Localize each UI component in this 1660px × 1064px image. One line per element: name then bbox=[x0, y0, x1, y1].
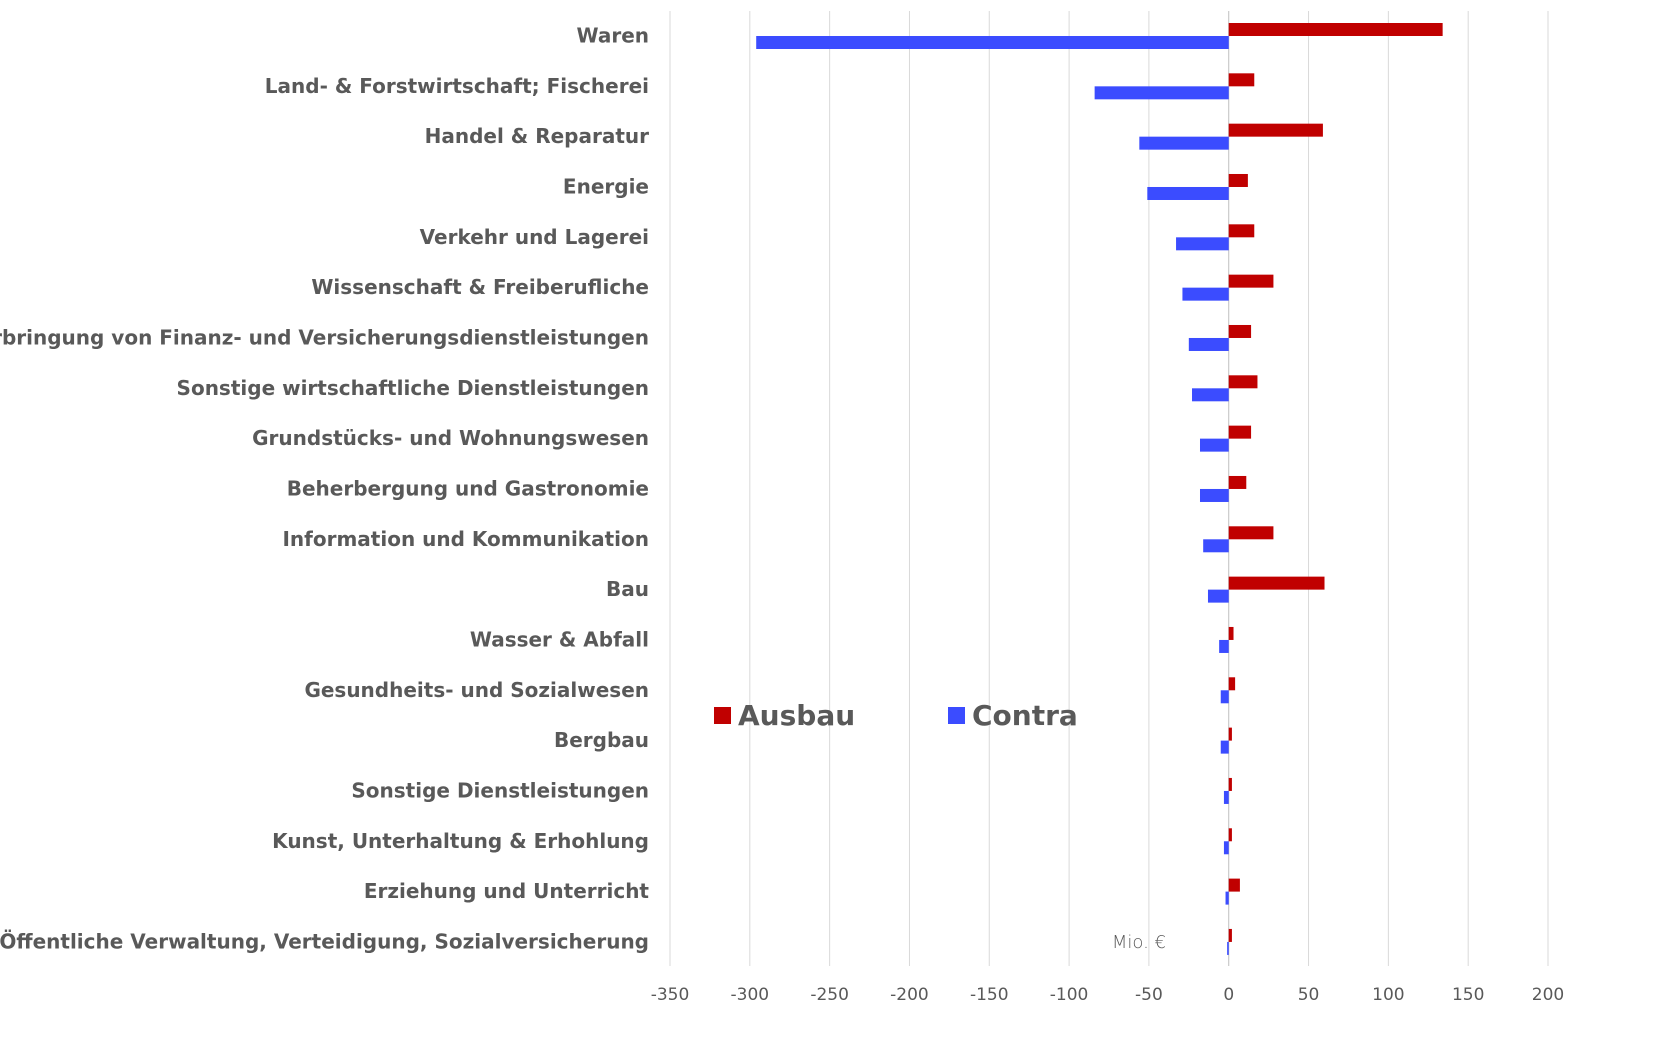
x-tick-label: 0 bbox=[1223, 985, 1234, 1005]
category-label: Bergbau bbox=[554, 728, 649, 752]
bar bbox=[1228, 173, 1248, 187]
bar bbox=[1147, 186, 1229, 200]
bar bbox=[1228, 626, 1234, 640]
x-tick-label: 50 bbox=[1298, 985, 1320, 1005]
legend-label: Ausbau bbox=[738, 699, 855, 732]
bar bbox=[1228, 828, 1232, 842]
category-label: Erziehung und Unterricht bbox=[364, 879, 650, 903]
bar bbox=[1223, 790, 1229, 804]
bar bbox=[1228, 123, 1323, 137]
bar bbox=[756, 36, 1229, 49]
bar bbox=[1228, 274, 1274, 288]
x-tick-label: -250 bbox=[810, 985, 849, 1005]
x-tick-label: -100 bbox=[1050, 985, 1089, 1005]
bar bbox=[1176, 237, 1229, 251]
bar bbox=[1220, 690, 1229, 704]
x-tick-label: 100 bbox=[1372, 985, 1404, 1005]
category-label: Gesundheits- und Sozialwesen bbox=[304, 678, 649, 702]
x-tick-label: 200 bbox=[1532, 985, 1564, 1005]
category-label: Öffentliche Verwaltung, Verteidigung, So… bbox=[0, 929, 649, 953]
bar bbox=[1199, 488, 1229, 502]
bar bbox=[1219, 639, 1229, 653]
legend-label: Contra bbox=[972, 699, 1078, 732]
bar bbox=[1228, 475, 1247, 489]
bar bbox=[1228, 73, 1255, 87]
category-label: Land- & Forstwirtschaft; Fischerei bbox=[265, 74, 649, 98]
legend-swatch bbox=[714, 707, 731, 724]
bar bbox=[1220, 740, 1229, 754]
category-label: Verkehr und Lagerei bbox=[420, 225, 649, 249]
bar bbox=[1228, 777, 1232, 791]
category-label: Bau bbox=[606, 577, 649, 601]
legend-swatch bbox=[948, 707, 965, 724]
category-label: Sonstige wirtschaftliche Dienstleistunge… bbox=[177, 376, 649, 400]
category-label: Handel & Reparatur bbox=[425, 124, 650, 148]
category-label: Information und Kommunikation bbox=[282, 527, 649, 551]
bar bbox=[1228, 878, 1240, 892]
bar bbox=[1228, 23, 1443, 36]
x-tick-label: 150 bbox=[1452, 985, 1484, 1005]
category-label: Erbringung von Finanz- und Versicherungs… bbox=[0, 325, 649, 349]
x-tick-label: -50 bbox=[1135, 985, 1163, 1005]
category-label: Beherbergung und Gastronomie bbox=[287, 476, 649, 500]
bar bbox=[1182, 287, 1229, 301]
category-label: Sonstige Dienstleistungen bbox=[351, 778, 649, 802]
bar bbox=[1094, 86, 1229, 100]
bar bbox=[1228, 375, 1258, 389]
bar bbox=[1228, 727, 1232, 741]
bar bbox=[1203, 539, 1229, 553]
bar bbox=[1192, 388, 1229, 402]
bar bbox=[1199, 438, 1229, 452]
category-label: Grundstücks- und Wohnungswesen bbox=[252, 426, 649, 450]
x-tick-label: -200 bbox=[890, 985, 929, 1005]
x-tick-label: -150 bbox=[970, 985, 1009, 1005]
category-label: Wasser & Abfall bbox=[470, 627, 649, 651]
bar bbox=[1228, 425, 1252, 439]
bar bbox=[1228, 576, 1325, 590]
annotation: Mio. € bbox=[1112, 932, 1166, 953]
bar bbox=[1228, 324, 1252, 338]
category-label: Energie bbox=[563, 174, 649, 198]
bar bbox=[1139, 136, 1229, 150]
bar bbox=[1228, 928, 1232, 942]
bar bbox=[1228, 526, 1274, 540]
x-tick-label: -300 bbox=[731, 985, 770, 1005]
category-label: Kunst, Unterhaltung & Erhohlung bbox=[272, 829, 649, 853]
bar bbox=[1207, 589, 1229, 603]
bar bbox=[1188, 337, 1229, 351]
category-label: Wissenschaft & Freiberufliche bbox=[311, 275, 649, 299]
bar bbox=[1228, 677, 1236, 691]
bar bbox=[1228, 224, 1255, 238]
x-tick-label: -350 bbox=[651, 985, 690, 1005]
bar bbox=[1227, 941, 1229, 955]
bar bbox=[1223, 841, 1229, 855]
category-label: Waren bbox=[576, 24, 649, 48]
bar bbox=[1225, 891, 1229, 905]
